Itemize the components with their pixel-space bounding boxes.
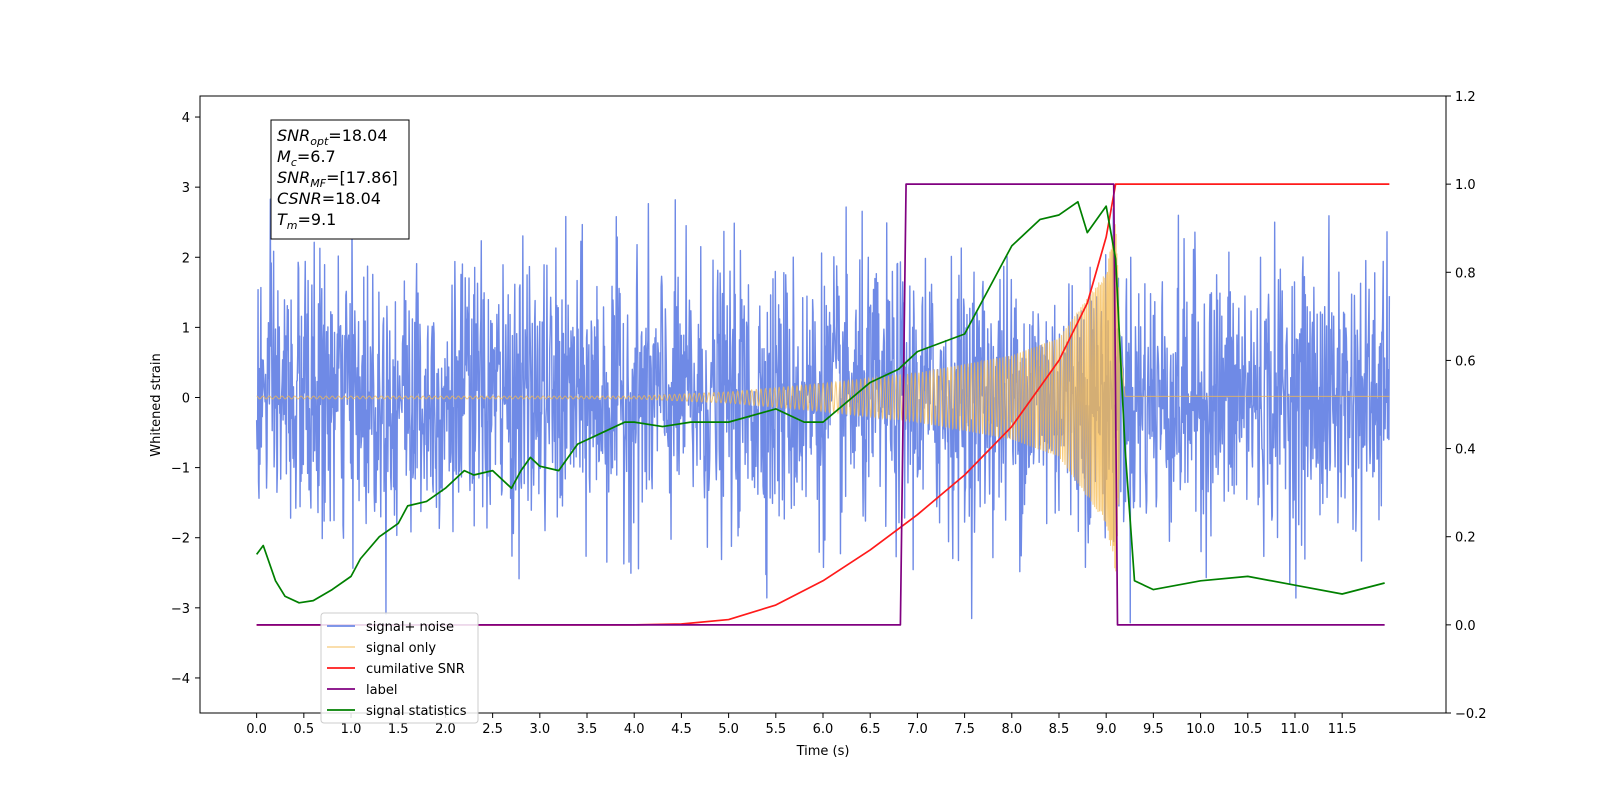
- annotation-line: CSNR=18.04: [277, 189, 381, 208]
- x-tick-label: 6.0: [813, 722, 834, 737]
- legend: signal+ noise signal only cumilative SNR la…: [320, 612, 479, 724]
- series-signal-statistics: [255, 200, 1385, 604]
- x-tick-label: 0.0: [246, 722, 267, 737]
- x-tick-label: 9.5: [1143, 722, 1164, 737]
- y-axis-left: −4 −3 −2 −1 0 1 2 3 4: [171, 111, 200, 687]
- y-tick-label: −1: [171, 462, 190, 477]
- series-signal-only: [256, 224, 1390, 572]
- y2-tick-label: 0.6: [1455, 354, 1476, 369]
- x-tick-label: 5.0: [718, 722, 739, 737]
- annotation-line: SNRopt=18.04: [277, 126, 388, 148]
- x-tick-label: 11.0: [1280, 722, 1309, 737]
- y-tick-label: 1: [182, 321, 190, 336]
- legend-frame: [320, 612, 479, 724]
- y2-tick-label: 0.0: [1455, 619, 1476, 634]
- y2-tick-label: 0.4: [1455, 443, 1476, 458]
- x-tick-label: 1.5: [388, 722, 409, 737]
- y2-tick-label: 0.8: [1455, 266, 1476, 281]
- x-tick-label: 2.5: [482, 722, 503, 737]
- x-tick-label: 8.0: [1001, 722, 1022, 737]
- y-tick-label: 0: [182, 391, 190, 406]
- y-tick-label: 3: [182, 181, 190, 196]
- series-cumilative-snr: [256, 183, 1390, 626]
- y2-tick-label: 1.0: [1455, 178, 1476, 193]
- legend-label-signal-noise: signal+ noise: [366, 620, 454, 635]
- annotation-frame: [270, 119, 410, 240]
- series-label: [256, 183, 1385, 626]
- y-tick-label: 4: [182, 111, 190, 126]
- y-tick-label: −4: [171, 672, 190, 687]
- series-layer: [255, 183, 1391, 626]
- annotation-box: SNRopt=18.04Mc=6.7SNRMF=[17.86]CSNR=18.0…: [270, 119, 410, 240]
- x-tick-label: 7.0: [907, 722, 928, 737]
- legend-label-signal-only: signal only: [366, 641, 436, 656]
- series-signal-noise: [255, 198, 1391, 624]
- x-tick-label: 4.5: [671, 722, 692, 737]
- x-tick-label: 1.0: [341, 722, 362, 737]
- annotation-line: Mc=6.7: [277, 147, 336, 169]
- x-tick-label: 11.5: [1328, 722, 1357, 737]
- x-tick-label: 5.5: [765, 722, 786, 737]
- y2-tick-label: 0.2: [1455, 531, 1476, 546]
- y-axis-label: Whitened strain: [149, 353, 164, 456]
- x-tick-label: 9.0: [1096, 722, 1117, 737]
- x-tick-label: 10.5: [1233, 722, 1262, 737]
- y-axis-right: −0.2 0.0 0.2 0.4 0.6 0.8 1.0 1.2: [1446, 90, 1487, 722]
- y-tick-label: 2: [182, 251, 190, 266]
- y-tick-label: −2: [171, 532, 190, 547]
- legend-label-signal-statistics: signal statistics: [366, 704, 467, 719]
- x-tick-label: 6.5: [860, 722, 881, 737]
- annotation-line: Tm=9.1: [277, 210, 336, 232]
- x-tick-label: 7.5: [954, 722, 975, 737]
- y-tick-label: −3: [171, 602, 190, 617]
- annotation-line: SNRMF=[17.86]: [277, 168, 398, 190]
- x-tick-label: 2.0: [435, 722, 456, 737]
- x-tick-label: 3.0: [529, 722, 550, 737]
- y2-tick-label: −0.2: [1455, 707, 1487, 722]
- x-tick-label: 3.5: [577, 722, 598, 737]
- x-tick-label: 0.5: [293, 722, 314, 737]
- x-tick-label: 4.0: [624, 722, 645, 737]
- x-tick-label: 10.0: [1186, 722, 1215, 737]
- x-axis: 0.0 0.5 1.0 1.5 2.0 2.5 3.0 3.5 4.0 4.5 5.0 5.5 6.0 6…: [246, 713, 1357, 737]
- legend-label-label: label: [366, 683, 397, 698]
- x-tick-label: 8.5: [1049, 722, 1070, 737]
- legend-label-cumilative-snr: cumilative SNR: [366, 662, 465, 677]
- y2-tick-label: 1.2: [1455, 90, 1476, 105]
- x-axis-label: Time (s): [796, 744, 850, 759]
